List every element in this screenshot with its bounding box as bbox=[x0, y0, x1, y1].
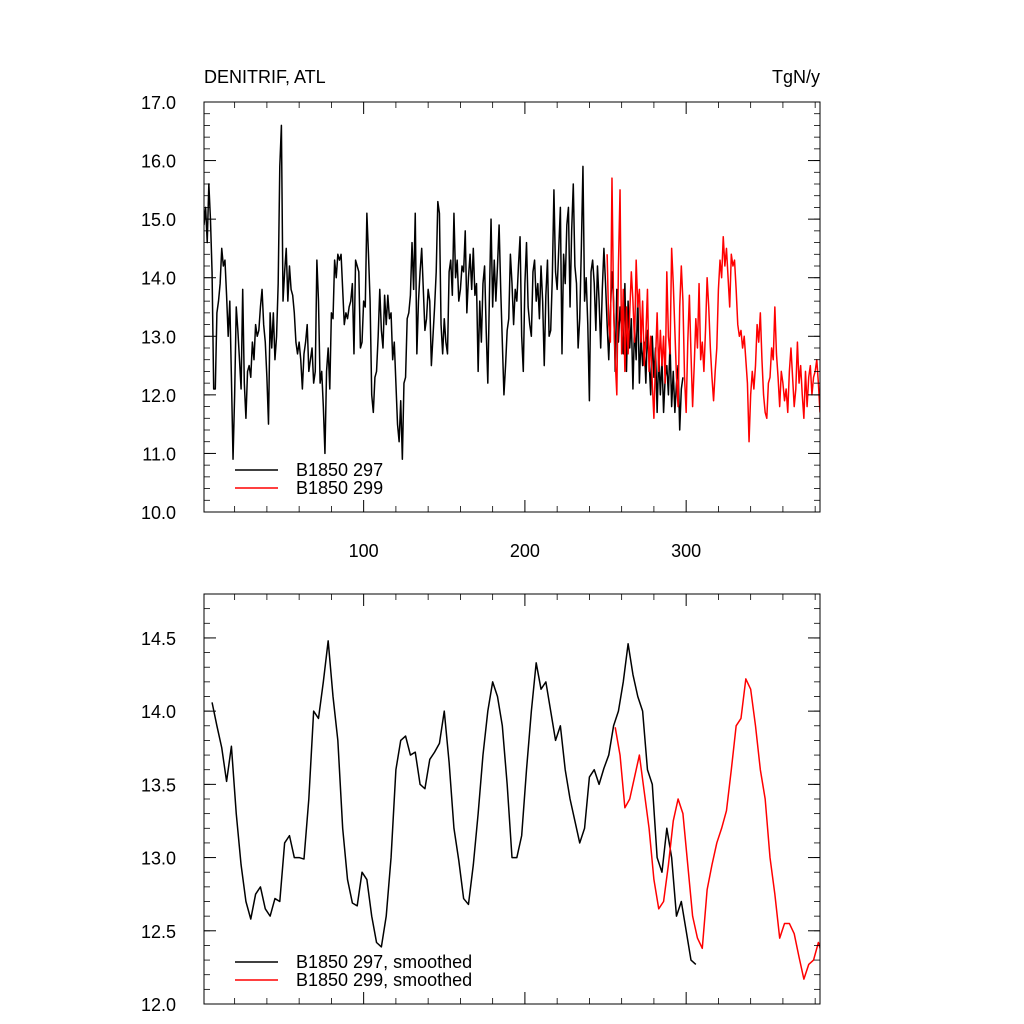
y-tick-label: 12.5 bbox=[141, 922, 176, 942]
series-line-1 bbox=[211, 640, 697, 966]
y-tick-label: 11.0 bbox=[142, 444, 176, 464]
legend-label: B1850 299 bbox=[296, 478, 383, 498]
y-tick-label: 13.0 bbox=[141, 849, 176, 869]
y-tick-label: 14.0 bbox=[141, 702, 176, 722]
panel-2: 12.0 12.5 13.0 13.5 14.0 14.5 B1850 297, smoot… bbox=[141, 593, 821, 1015]
y-tick-label: 13.0 bbox=[141, 327, 176, 347]
y-tick-label: 16.0 bbox=[141, 152, 176, 172]
plot-frame bbox=[203, 101, 821, 513]
series-line-1 bbox=[204, 124, 684, 461]
y-tick-label: 10.0 bbox=[141, 503, 176, 523]
y-tick-label: 12.0 bbox=[141, 386, 176, 406]
y-tick-label: 15.0 bbox=[141, 210, 176, 230]
chart-units: TgN/y bbox=[772, 67, 820, 87]
legend-label: B1850 297 bbox=[296, 460, 383, 480]
x-tick-label: 300 bbox=[671, 541, 701, 561]
legend-label: B1850 299, smoothed bbox=[296, 970, 472, 990]
x-tick-label: 100 bbox=[349, 541, 379, 561]
y-tick-label: 14.0 bbox=[141, 269, 176, 289]
series-line-2 bbox=[606, 177, 820, 443]
x-tick-label: 200 bbox=[510, 541, 540, 561]
chart-title: DENITRIF, ATL bbox=[204, 67, 326, 87]
series-line-2 bbox=[614, 678, 820, 980]
y-tick-label: 14.5 bbox=[141, 629, 176, 649]
y-tick-label: 13.5 bbox=[141, 775, 176, 795]
panel-1: 10.0 11.0 12.0 13.0 14.0 15.0 16.0 17.0 100 200 30… bbox=[141, 93, 821, 561]
y-tick-label: 17.0 bbox=[141, 93, 176, 113]
y-tick-label: 12.0 bbox=[141, 995, 176, 1015]
legend-label: B1850 297, smoothed bbox=[296, 952, 472, 972]
